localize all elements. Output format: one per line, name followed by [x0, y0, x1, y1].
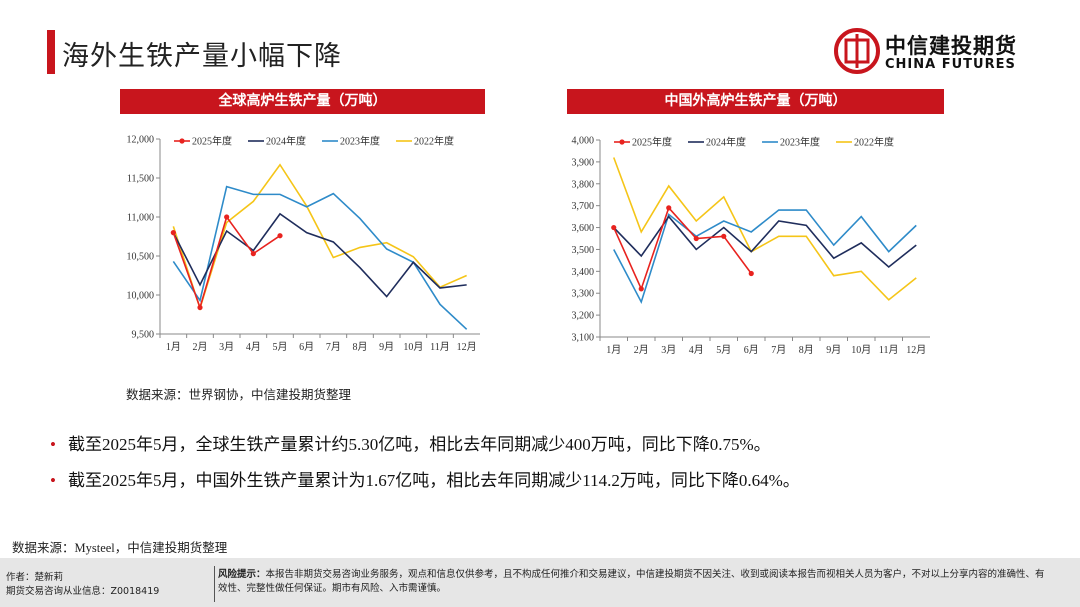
- x-tick-label: 6月: [299, 341, 314, 353]
- series-line: [172, 212, 467, 298]
- y-tick-label: 3,600: [572, 223, 595, 234]
- point: [277, 233, 283, 239]
- x-tick-label: 7月: [771, 344, 786, 356]
- bullet-text: 截至2025年5月，中国外生铁产量累计为1.67亿吨，相比去年同期减少114.2…: [67, 471, 800, 490]
- point: [170, 230, 176, 236]
- legend-label: 2022年度: [414, 135, 454, 148]
- legend-marker: [619, 139, 625, 145]
- point: [611, 224, 617, 231]
- y-tick-label: 3,800: [572, 179, 595, 190]
- y-tick-label: 12,000: [127, 135, 155, 146]
- y-tick-label: 3,100: [572, 333, 595, 344]
- footer: 作者：楚新莉 期货交易咨询从业信息：Z0018419 风险提示：本报告非期货交易…: [0, 558, 1080, 607]
- point: [693, 235, 699, 242]
- y-tick-label: 3,200: [572, 311, 595, 322]
- legend-label: 2024年度: [266, 135, 306, 148]
- x-tick-label: 2月: [193, 341, 208, 353]
- x-tick-label: 8月: [799, 344, 814, 356]
- x-tick-label: 12月: [457, 341, 477, 353]
- logo-icon: [834, 28, 880, 74]
- point: [721, 233, 727, 239]
- point: [638, 286, 644, 292]
- legend-marker: [179, 138, 185, 144]
- x-tick-label: 4月: [689, 344, 704, 356]
- chart-title: 全球高炉生铁产量（万吨）: [120, 89, 485, 114]
- chart: 3,100 3,200 3,300 3,400 3,500 3,600 3,700 3,800…: [572, 136, 930, 356]
- series-line: [613, 206, 752, 292]
- y-tick-label: 10,000: [127, 291, 155, 302]
- point: [197, 304, 203, 311]
- x-tick-label: 3月: [219, 341, 234, 353]
- point: [748, 270, 754, 277]
- slide-title: 海外生铁产量小幅下降: [62, 41, 342, 72]
- series-line: [172, 185, 468, 330]
- x-tick-label: 9月: [826, 344, 841, 356]
- x-tick-label: 11月: [879, 344, 899, 356]
- source: 数据来源：Mysteel，中信建投期货整理: [12, 541, 228, 555]
- risk-label: 风险提示：: [218, 569, 266, 580]
- risk: 风险提示：本报告非期货交易咨询业务服务，观点和信息仅供参考，且不构成任何推介和交…: [218, 568, 1048, 596]
- x-tick-label: 11月: [430, 341, 450, 353]
- risk-text: 本报告非期货交易咨询业务服务，观点和信息仅供参考，且不构成任何推介和交易建议，中…: [218, 569, 1045, 594]
- series-line: [613, 209, 917, 305]
- series-line: [172, 163, 467, 311]
- x-tick-label: 8月: [353, 341, 368, 353]
- x-tick-label: 4月: [246, 341, 261, 353]
- y-tick-label: 3,500: [572, 245, 595, 256]
- chart: 9,500 10,000 10,500 11,000 11,500 12,000 1月 2月 3…: [127, 135, 480, 353]
- legend-label: 2024年度: [706, 136, 746, 149]
- bullet-text: 截至2025年5月，全球生铁产量累计约5.30亿吨，相比去年同期减少400万吨，…: [67, 435, 771, 454]
- y-tick-label: 3,900: [572, 157, 595, 168]
- x-tick-label: 1月: [166, 341, 181, 353]
- x-tick-label: 2月: [634, 344, 649, 356]
- logo-en: CHINA FUTURES: [885, 57, 1016, 72]
- x-tick-label: 5月: [273, 341, 288, 353]
- chart-title: 中国外高炉生铁产量（万吨）: [567, 89, 944, 114]
- y-tick-label: 9,500: [132, 330, 155, 341]
- y-tick-label: 11,000: [127, 213, 154, 224]
- point: [250, 251, 256, 257]
- x-tick-label: 7月: [326, 341, 341, 353]
- x-tick-label: 10月: [851, 344, 871, 356]
- chart-source: 数据来源：世界钢协，中信建投期货整理: [126, 387, 352, 402]
- series-line: [613, 215, 917, 268]
- author: 作者：楚新莉: [6, 572, 64, 583]
- license: 期货交易咨询从业信息：Z0018419: [6, 586, 160, 597]
- point: [224, 214, 230, 220]
- x-tick-label: 3月: [661, 344, 676, 356]
- y-tick-label: 10,500: [127, 252, 155, 263]
- x-tick-label: 6月: [744, 344, 759, 356]
- x-tick-label: 5月: [716, 344, 731, 356]
- x-tick-label: 12月: [906, 344, 926, 356]
- legend-label: 2023年度: [780, 136, 820, 149]
- x-tick-label: 1月: [606, 344, 621, 356]
- title-bar: [47, 30, 55, 74]
- x-tick-label: 10月: [403, 341, 423, 353]
- x-tick-label: 9月: [379, 341, 394, 353]
- y-tick-label: 4,000: [572, 136, 595, 147]
- y-tick-label: 3,300: [572, 289, 595, 300]
- y-tick-label: 11,500: [127, 174, 154, 185]
- bullet: • 截至2025年5月，中国外生铁产量累计为1.67亿吨，相比去年同期减少114.…: [50, 471, 800, 490]
- y-tick-label: 3,700: [572, 201, 595, 212]
- legend-label: 2022年度: [854, 136, 894, 149]
- series-line: [612, 157, 917, 301]
- point: [666, 205, 672, 211]
- bullet: • 截至2025年5月，全球生铁产量累计约5.30亿吨，相比去年同期减少400万吨…: [50, 435, 771, 454]
- legend-label: 2025年度: [192, 135, 232, 148]
- legend-label: 2025年度: [632, 136, 672, 149]
- logo-cn: 中信建投期货: [885, 34, 1017, 58]
- y-tick-label: 3,400: [572, 267, 595, 278]
- legend-label: 2023年度: [340, 135, 380, 148]
